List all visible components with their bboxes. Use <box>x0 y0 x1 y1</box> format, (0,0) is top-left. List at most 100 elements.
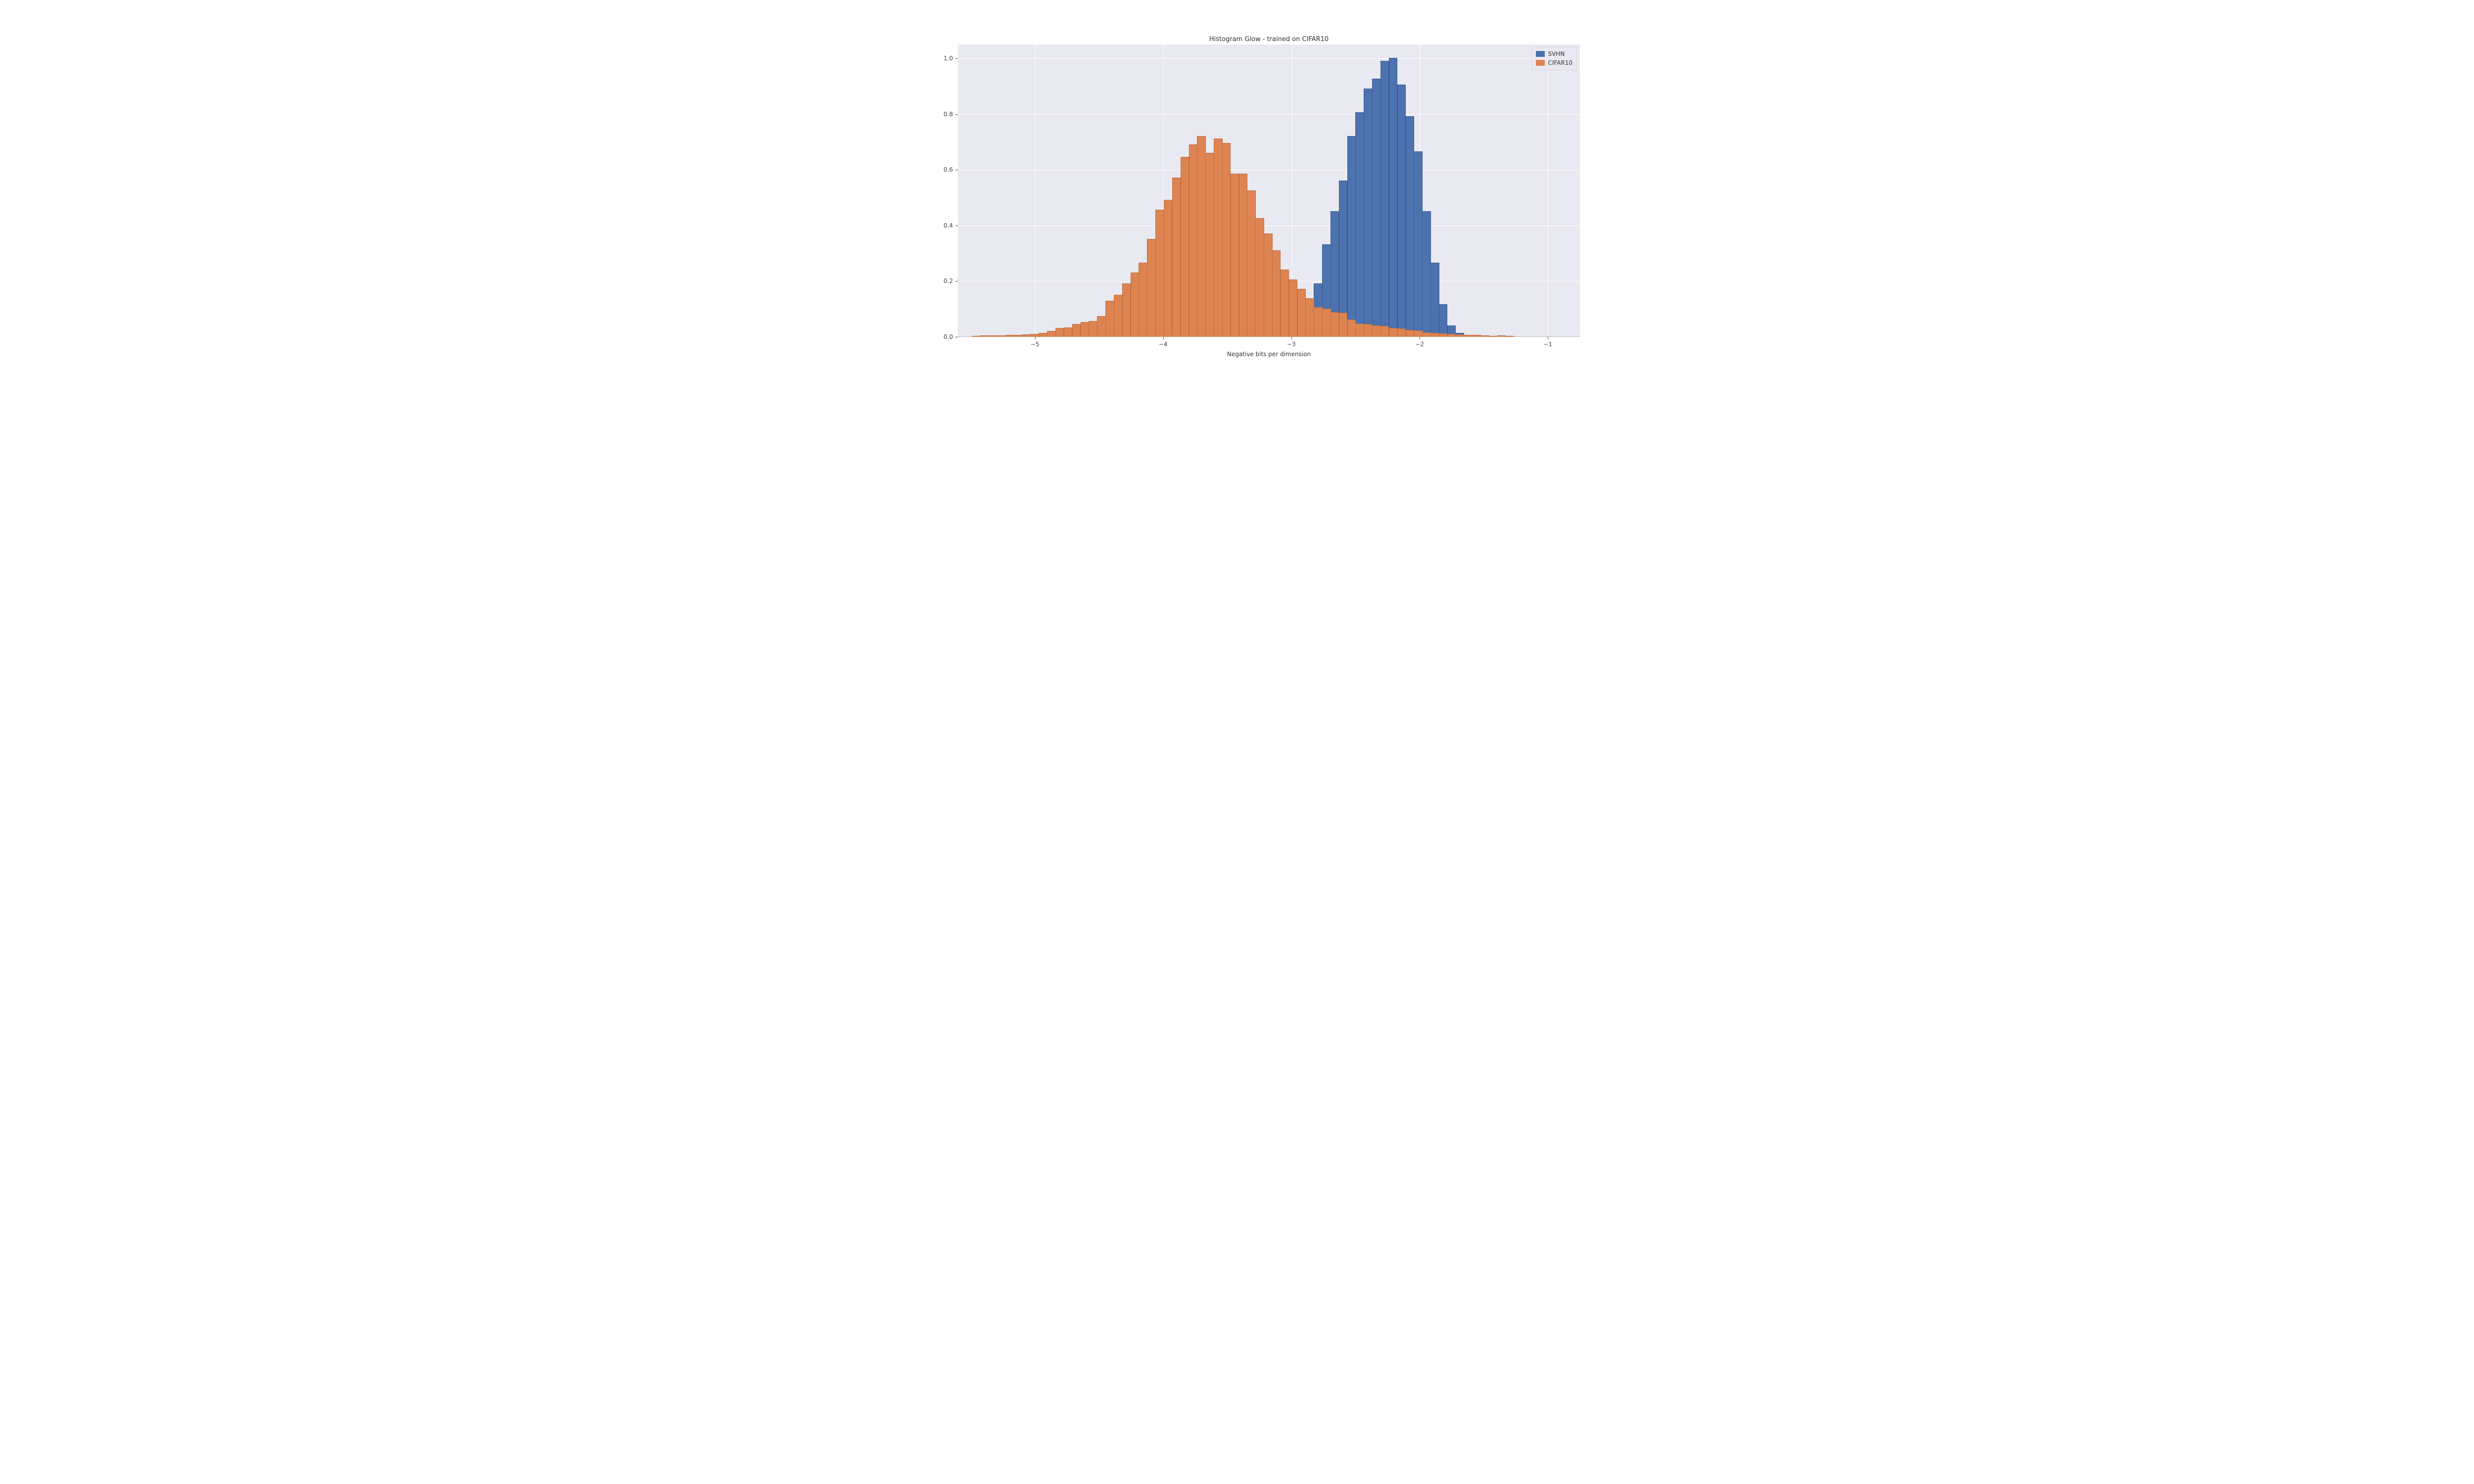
histogram-bar-cifar10 <box>1422 332 1430 337</box>
histogram-bar-cifar10 <box>1430 333 1439 337</box>
histogram-bar-cifar10 <box>1155 210 1164 337</box>
histogram-bar-svhn <box>1430 263 1439 337</box>
histogram-bar-cifar10 <box>1339 313 1347 337</box>
histogram-bar-cifar10 <box>1439 333 1447 337</box>
histogram-bar-cifar10 <box>1081 322 1089 337</box>
histogram-bar-cifar10 <box>1305 298 1314 337</box>
histogram-bar-cifar10 <box>1406 330 1414 337</box>
histogram-bar-cifar10 <box>1255 218 1264 337</box>
x-axis-label: Negative bits per dimension <box>1227 351 1311 358</box>
histogram-bar-cifar10 <box>1264 233 1272 337</box>
chart-title: Histogram Glow - trained on CIFAR10 <box>1209 36 1329 43</box>
histogram-bar-cifar10 <box>1030 334 1039 337</box>
gridline-v <box>1035 45 1036 337</box>
histogram-bar-cifar10 <box>1114 295 1122 337</box>
y-tick-label: 0.2 <box>944 278 953 284</box>
histogram-bar-cifar10 <box>1205 153 1214 337</box>
histogram-bar-svhn <box>1414 151 1422 337</box>
histogram-bar-svhn <box>1406 116 1414 337</box>
x-tick-label: −2 <box>1415 341 1424 348</box>
y-tick-label: 0.6 <box>944 166 953 173</box>
legend-label-cifar10: CIFAR10 <box>1548 58 1572 67</box>
histogram-bar-cifar10 <box>1222 143 1231 337</box>
legend-item-svhn: SVHN <box>1536 49 1572 58</box>
histogram-bar-cifar10 <box>1122 283 1131 337</box>
histogram-bar-cifar10 <box>1389 328 1397 337</box>
histogram-bar-cifar10 <box>1039 333 1047 337</box>
histogram-bar-cifar10 <box>1489 336 1497 337</box>
plot-area: SVHN CIFAR10 <box>958 45 1580 337</box>
histogram-bar-cifar10 <box>1247 190 1255 337</box>
histogram-bar-cifar10 <box>1397 328 1406 337</box>
y-tick-label: 0.0 <box>944 333 953 340</box>
histogram-bar-cifar10 <box>1372 325 1380 337</box>
histogram-bar-svhn <box>1364 89 1372 337</box>
figure: SVHN CIFAR10 −5−4−3−2−1 0.00.20.40.60.81… <box>866 0 1608 371</box>
histogram-bar-cifar10 <box>1072 324 1081 337</box>
histogram-bar-svhn <box>1372 79 1380 337</box>
histogram-bar-svhn <box>1422 211 1430 337</box>
histogram-bar-cifar10 <box>1355 324 1364 337</box>
histogram-bar-cifar10 <box>972 336 981 337</box>
x-tick-mark <box>1291 337 1292 339</box>
histogram-bar-cifar10 <box>1497 335 1506 337</box>
histogram-bar-cifar10 <box>1414 330 1422 337</box>
histogram-bar-cifar10 <box>1064 327 1072 337</box>
histogram-bar-cifar10 <box>1322 309 1331 337</box>
histogram-bar-cifar10 <box>1464 335 1472 337</box>
histogram-bar-cifar10 <box>1005 335 1014 337</box>
y-tick-label: 1.0 <box>944 55 953 62</box>
histogram-bar-cifar10 <box>1022 334 1031 337</box>
histogram-bar-svhn <box>1355 112 1364 337</box>
histogram-bar-cifar10 <box>1214 139 1222 337</box>
histogram-bar-cifar10 <box>1189 144 1197 337</box>
histogram-bar-cifar10 <box>1506 336 1514 337</box>
histogram-bar-cifar10 <box>989 335 997 337</box>
legend-item-cifar10: CIFAR10 <box>1536 58 1572 67</box>
histogram-bar-cifar10 <box>1231 174 1239 337</box>
histogram-bar-cifar10 <box>1197 136 1205 337</box>
x-tick-label: −4 <box>1159 341 1168 348</box>
gridline-h <box>958 58 1580 59</box>
histogram-bar-cifar10 <box>1164 200 1172 337</box>
histogram-bar-cifar10 <box>1097 316 1105 337</box>
histogram-bar-cifar10 <box>1281 270 1289 337</box>
histogram-bar-cifar10 <box>1089 321 1097 337</box>
x-tick-label: −3 <box>1287 341 1296 348</box>
histogram-bar-cifar10 <box>1364 324 1372 337</box>
histogram-bar-svhn <box>1439 304 1447 337</box>
y-tick-mark <box>955 114 958 115</box>
histogram-bar-cifar10 <box>1472 335 1480 337</box>
histogram-bar-cifar10 <box>1447 334 1456 337</box>
histogram-bar-cifar10 <box>1172 178 1181 337</box>
histogram-bar-cifar10 <box>1272 250 1281 337</box>
histogram-bar-cifar10 <box>1047 331 1055 337</box>
histogram-bar-cifar10 <box>1131 273 1139 337</box>
histogram-bar-cifar10 <box>1456 334 1464 337</box>
histogram-bar-svhn <box>1380 61 1389 337</box>
histogram-bar-cifar10 <box>1297 289 1306 337</box>
histogram-bar-cifar10 <box>1139 263 1147 337</box>
histogram-bar-cifar10 <box>980 335 989 337</box>
histogram-bar-cifar10 <box>1181 157 1189 337</box>
histogram-bar-cifar10 <box>1239 174 1247 337</box>
y-tick-mark <box>955 58 958 59</box>
histogram-bar-cifar10 <box>1147 239 1155 337</box>
y-tick-label: 0.8 <box>944 111 953 118</box>
x-tick-mark <box>1163 337 1164 339</box>
histogram-bar-cifar10 <box>1105 301 1114 337</box>
histogram-bar-cifar10 <box>1289 279 1297 337</box>
x-tick-mark <box>1035 337 1036 339</box>
legend-swatch-cifar10 <box>1536 60 1545 66</box>
histogram-bar-svhn <box>1389 58 1397 337</box>
legend-swatch-svhn <box>1536 51 1545 57</box>
histogram-bar-svhn <box>1347 136 1356 337</box>
x-tick-label: −5 <box>1031 341 1040 348</box>
histogram-bar-cifar10 <box>1055 328 1064 337</box>
histogram-bar-cifar10 <box>1314 307 1322 337</box>
legend: SVHN CIFAR10 <box>1531 46 1577 70</box>
histogram-bar-cifar10 <box>997 335 1005 337</box>
histogram-bar-cifar10 <box>1014 335 1022 337</box>
histogram-bar-cifar10 <box>1347 320 1356 337</box>
histogram-bar-cifar10 <box>1331 312 1339 337</box>
